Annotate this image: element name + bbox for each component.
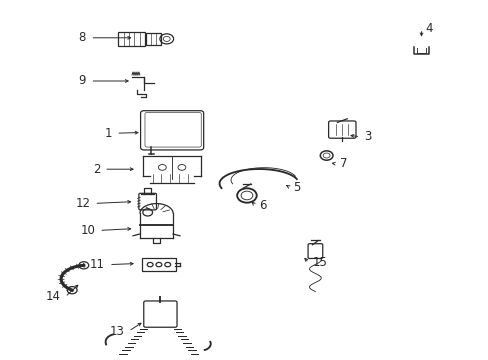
Text: 10: 10 [81, 224, 95, 237]
Text: 9: 9 [78, 75, 85, 87]
Text: 11: 11 [90, 258, 105, 271]
Text: 15: 15 [312, 256, 327, 269]
Text: 3: 3 [364, 130, 371, 143]
Text: 4: 4 [425, 22, 432, 35]
Text: 1: 1 [105, 127, 112, 140]
Text: 6: 6 [259, 199, 266, 212]
Text: 7: 7 [339, 157, 346, 170]
Text: 14: 14 [46, 291, 61, 303]
Text: 12: 12 [75, 197, 90, 210]
Text: 2: 2 [93, 163, 100, 176]
Text: 13: 13 [110, 325, 124, 338]
Text: 8: 8 [78, 31, 85, 44]
Text: 5: 5 [293, 181, 300, 194]
